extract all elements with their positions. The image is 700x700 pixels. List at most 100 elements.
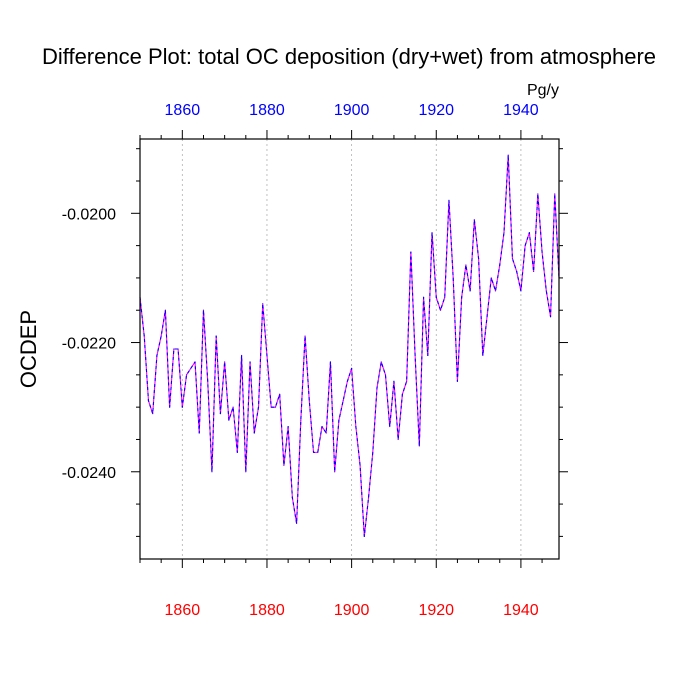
data-point-1887 [295,522,298,525]
data-point-1863 [194,361,196,363]
data-point-1877 [253,432,255,434]
data-point-1901 [355,425,357,428]
data-point-1873 [236,451,238,453]
x-tick-label-bottom-1920: 1920 [418,602,454,619]
data-point-1917 [422,296,425,298]
data-point-1909 [389,425,391,428]
data-point-1884 [283,464,285,466]
data-point-1919 [431,232,433,234]
data-point-1871 [228,419,230,421]
series-line-overlay [139,154,560,537]
data-point-1864 [198,432,200,434]
data-point-1892 [317,451,319,453]
data-point-1898 [342,400,344,402]
data-point-1876 [249,361,251,363]
data-point-1881 [270,406,272,408]
data-point-1883 [279,393,281,395]
data-point-1858 [173,348,175,350]
data-point-1905 [372,451,374,453]
data-point-1889 [304,335,306,337]
x-tick-label-top-1940: 1940 [503,102,539,119]
data-point-1875 [245,471,247,473]
x-tick-label-top-1900: 1900 [334,102,370,119]
units-label: Pg/y [527,82,559,99]
data-point-1936 [503,232,505,234]
data-point-1925 [456,380,459,382]
data-point-1885 [287,425,289,428]
x-tick-label-top-1920: 1920 [418,102,454,119]
data-point-1886 [291,497,293,499]
series-layer [139,154,560,537]
data-point-1888 [300,419,302,421]
series-line-difference [139,154,560,537]
x-tick-label-top-1860: 1860 [165,102,201,119]
data-point-1870 [224,361,226,363]
data-point-1932 [486,316,488,318]
x-tick-label-bottom-1860: 1860 [165,602,201,619]
y-tick-label-0: -0.0240 [62,465,116,482]
data-point-1867 [211,471,213,473]
data-point-1906 [376,387,378,389]
data-point-1904 [367,497,370,499]
data-point-1914 [410,251,412,253]
data-point-1903 [363,535,365,537]
data-point-1930 [477,257,480,260]
data-point-1893 [321,425,323,428]
data-point-1900 [351,367,353,369]
data-point-1872 [232,406,234,408]
data-point-1941 [524,245,526,247]
data-point-1939 [516,270,518,273]
data-point-1874 [240,354,243,357]
data-point-1861 [185,374,188,376]
data-point-1853 [152,413,154,415]
data-point-1928 [469,290,471,292]
data-point-1922 [444,296,446,298]
data-point-1918 [427,354,429,357]
data-point-1860 [181,406,183,408]
data-point-1878 [257,406,260,408]
data-point-1913 [406,380,408,382]
x-tick-label-bottom-1900: 1900 [334,602,370,619]
chart-title: Difference Plot: total OC deposition (dr… [42,44,656,69]
data-point-1894 [325,432,327,434]
axis-tick-labels: 1860 1860 1880 1880 1900 1900 1920 1920 1940 1940… [62,102,539,619]
data-point-1895 [329,361,332,363]
data-point-1897 [338,419,340,421]
data-point-1899 [346,380,348,382]
data-point-1933 [490,277,492,279]
data-point-1868 [215,335,217,337]
data-point-1869 [219,413,222,415]
data-point-1907 [380,361,382,363]
data-point-1924 [452,277,454,279]
y-tick-label-2: -0.0200 [62,206,116,223]
data-point-1856 [164,309,166,311]
data-point-1857 [169,406,171,408]
data-point-1926 [461,296,463,298]
data-point-1934 [494,290,497,292]
data-point-1910 [393,380,395,382]
data-point-1920 [435,296,437,298]
data-point-1912 [401,393,404,395]
data-point-1866 [207,380,209,382]
data-point-1891 [312,451,315,453]
data-point-1908 [384,374,387,376]
data-point-1929 [473,219,475,221]
data-point-1935 [499,264,501,266]
data-point-1880 [266,354,268,357]
data-point-1938 [511,257,514,260]
data-point-1851 [143,335,145,337]
data-point-1943 [533,270,535,273]
data-point-1855 [160,335,162,337]
data-point-1940 [520,290,522,292]
data-point-1947 [549,316,552,318]
plot-frame [139,138,560,560]
data-point-1879 [262,303,264,305]
data-point-1945 [541,251,543,253]
data-point-1916 [418,445,420,447]
x-tick-label-bottom-1940: 1940 [503,602,539,619]
data-point-1937 [507,154,509,156]
data-point-1852 [147,400,150,402]
y-tick-label-1: -0.0220 [62,336,116,353]
data-point-1902 [359,464,361,466]
